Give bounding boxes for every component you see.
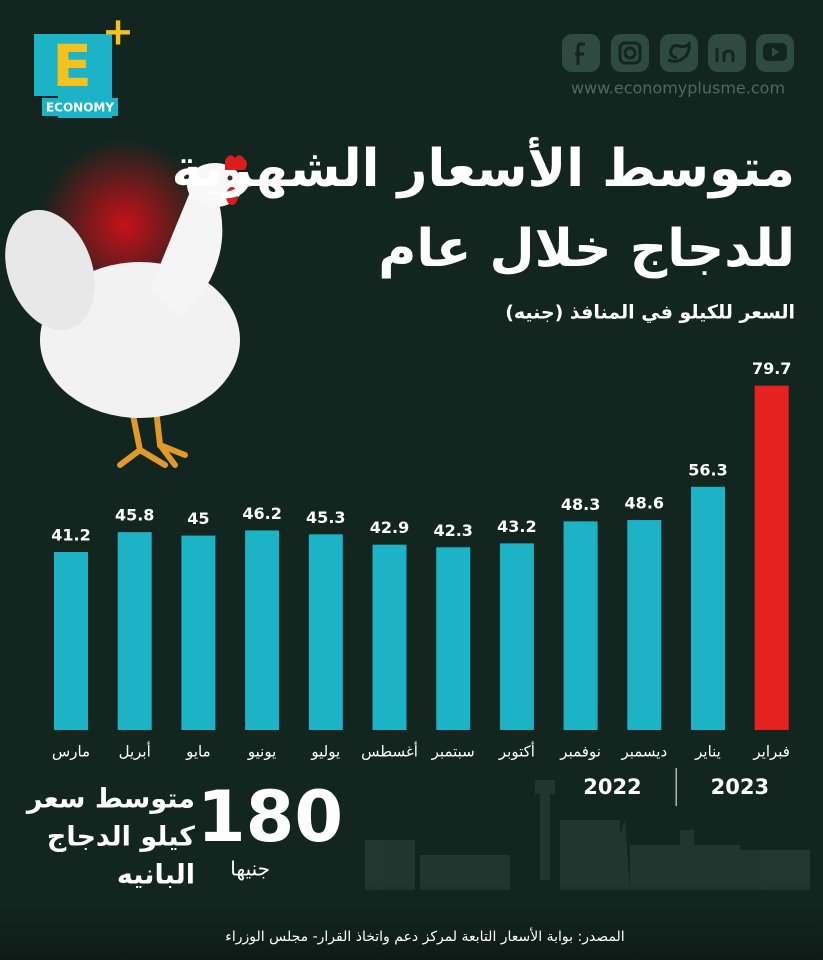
x-tick-label: يناير (694, 743, 721, 761)
value-label: 45.8 (115, 506, 154, 525)
chicken-illustration (5, 140, 257, 468)
bar (372, 544, 407, 730)
year-label: 2023 (711, 775, 769, 799)
bar (563, 521, 598, 730)
bar (54, 552, 88, 730)
logo: E + ECONOMY (34, 10, 134, 118)
logo-text: ECONOMY (46, 101, 114, 115)
value-label: 43.2 (497, 517, 536, 536)
bar (627, 520, 662, 730)
city-silhouette (365, 780, 810, 890)
value-label: 42.3 (433, 521, 472, 540)
x-tick-label: يوليو (310, 743, 340, 761)
website: www.economyplusme.com (571, 79, 785, 98)
instagram-icon[interactable] (611, 34, 649, 72)
x-tick-label: أكتوبر (498, 742, 535, 761)
title-line: للدجاج خلال عام (378, 219, 795, 279)
value-label: 48.3 (561, 495, 600, 514)
logo-shape (34, 34, 112, 118)
social-icons (562, 34, 794, 72)
value-label: 48.6 (625, 494, 664, 513)
year-label: 2022 (583, 775, 641, 799)
bar (499, 543, 534, 730)
x-tick-label: أبريل (119, 742, 151, 761)
bar (181, 535, 216, 730)
value-label: 56.3 (688, 460, 727, 479)
value-label: 45.3 (306, 508, 345, 527)
value-label: 45 (187, 509, 209, 528)
subtitle: السعر للكيلو في المنافذ (جنيه) (505, 302, 795, 324)
title-line: متوسط الأسعار الشهرية (171, 136, 795, 199)
value-label: 41.2 (51, 526, 90, 545)
x-tick-label: سبتمبر (431, 743, 475, 761)
linkedin-icon[interactable] (708, 34, 746, 72)
highlight-text: كيلو الدجاج (47, 822, 195, 853)
x-tick-label: مارس (52, 743, 90, 761)
source: المصدر: بوابة الأسعار التابعة لمركز دعم … (225, 927, 624, 945)
logo-plus: + (102, 10, 134, 54)
highlight-unit: جنيها (230, 857, 270, 881)
x-tick-label: فبراير (752, 743, 790, 761)
bar (754, 385, 789, 730)
bar (117, 532, 152, 730)
twitter-icon[interactable] (660, 34, 698, 72)
logo-band (42, 98, 118, 116)
highlight-text: متوسط سعر (25, 784, 195, 815)
logo-letter: E (52, 32, 92, 100)
value-label: 79.7 (752, 359, 791, 378)
x-tick-label: مايو (185, 743, 211, 761)
x-tick-label: ديسمبر (620, 743, 667, 761)
bar (436, 547, 471, 730)
bar (308, 534, 343, 730)
x-tick-label: نوفمبر (559, 743, 601, 761)
x-tick-label: أغسطس (361, 742, 418, 761)
value-label: 46.2 (242, 504, 281, 523)
x-tick-label: يونيو (247, 743, 276, 761)
highlight-text: البانيه (117, 860, 195, 891)
bar (691, 486, 725, 730)
value-label: 42.9 (370, 518, 409, 537)
bar (245, 530, 280, 730)
highlight-value: 180 (197, 776, 343, 858)
bottom-fade (0, 880, 823, 960)
